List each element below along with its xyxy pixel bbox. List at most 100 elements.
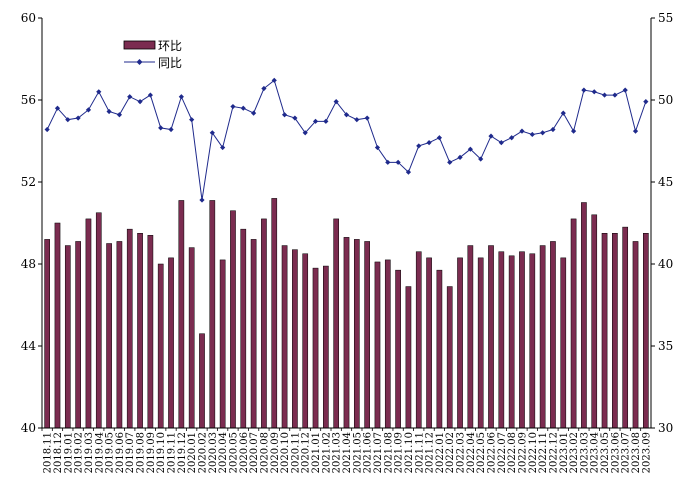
x-tick-label: 2021.07	[373, 432, 384, 473]
x-tick-label: 2021.09	[394, 432, 405, 473]
point-2022.11	[540, 130, 546, 136]
x-tick-label: 2019.04	[94, 432, 105, 473]
x-tick-label: 2021.12	[425, 432, 436, 473]
point-2021.12	[426, 140, 432, 146]
point-2023.05	[601, 92, 608, 98]
x-tick-label: 2021.02	[321, 432, 332, 473]
x-tick-label: 2019.06	[115, 432, 126, 473]
bar-2019.10	[157, 263, 164, 429]
point-2020.11	[292, 115, 298, 121]
bar-2021.06	[364, 241, 370, 429]
x-tick-label: 2019.07	[125, 432, 136, 473]
bar-2019.06	[116, 241, 123, 429]
point-2021.03	[333, 99, 339, 105]
point-2020.01	[189, 117, 195, 123]
bar-2022.09	[519, 251, 525, 429]
point-2022.08	[509, 135, 515, 141]
point-2021.02	[323, 118, 329, 124]
point-2020.07	[251, 110, 257, 116]
x-tick-label: 2020.01	[187, 432, 198, 473]
bar-2022.01	[436, 269, 443, 429]
point-2019.09	[147, 92, 153, 98]
bars-layer	[44, 198, 649, 429]
bar-2020.07	[250, 239, 257, 429]
x-tick-label: 2021.04	[342, 432, 353, 473]
x-tick-label: 2023.06	[610, 432, 621, 473]
legend-line-label: 同比	[158, 56, 182, 70]
left-tick-label: 48	[21, 257, 36, 271]
point-2023.08	[632, 128, 639, 134]
bar-2022.12	[550, 241, 556, 429]
bar-2022.04	[467, 245, 474, 429]
x-tick-label: 2019.08	[136, 432, 147, 473]
bar-2021.01	[312, 267, 319, 429]
x-tick-label: 2023.07	[621, 432, 632, 473]
bar-2021.07	[374, 261, 381, 429]
point-2022.06	[488, 133, 494, 139]
x-tick-label: 2021.06	[363, 432, 374, 473]
x-tick-label: 2018.11	[43, 432, 54, 473]
left-tick-label: 56	[21, 93, 36, 107]
bar-2021.05	[353, 239, 360, 429]
left-tick-label: 60	[21, 11, 36, 25]
x-tick-label: 2023.09	[641, 432, 652, 473]
point-2021.09	[395, 159, 401, 165]
x-tick-label: 2022.04	[466, 432, 477, 473]
point-2019.02	[75, 115, 81, 121]
x-tick-label: 2023.04	[590, 432, 601, 473]
x-tick-label: 2021.08	[383, 432, 394, 473]
x-tick-label: 2020.04	[218, 432, 229, 473]
point-2023.01	[560, 110, 566, 116]
bar-2023.04	[591, 214, 598, 429]
bar-2020.10	[281, 245, 288, 429]
x-tick-label: 2021.10	[404, 432, 415, 473]
point-2018.12	[54, 105, 61, 111]
x-tick-label: 2019.03	[84, 432, 95, 473]
point-2020.06	[240, 105, 246, 111]
x-tick-label: 2022.08	[507, 432, 518, 473]
bar-2020.09	[271, 198, 278, 429]
point-2022.12	[550, 126, 556, 133]
bar-2019.03	[85, 218, 92, 429]
right-tick-label: 50	[658, 93, 673, 107]
bar-2022.11	[539, 245, 546, 429]
bar-2018.12	[54, 222, 61, 429]
x-tick-label: 2023.08	[631, 432, 642, 473]
bar-2021.03	[333, 218, 340, 429]
point-2020.03	[209, 130, 215, 136]
point-2023.07	[622, 87, 628, 93]
x-tick-label: 2019.09	[146, 432, 157, 473]
point-2022.07	[498, 140, 504, 146]
bar-2020.05	[230, 210, 236, 429]
point-2021.05	[354, 117, 360, 123]
point-2021.06	[364, 115, 370, 121]
bar-2023.02	[570, 218, 577, 429]
bar-2021.02	[323, 265, 329, 429]
x-tick-label: 2022.09	[517, 432, 528, 473]
bar-2023.07	[622, 226, 629, 429]
point-2019.01	[65, 117, 71, 123]
point-2020.02	[199, 197, 205, 203]
bar-2019.01	[64, 245, 71, 429]
point-2021.07	[374, 144, 381, 151]
point-2020.08	[261, 85, 267, 92]
axes-layer	[38, 17, 655, 431]
right-tick-label: 30	[658, 421, 673, 435]
x-tick-label: 2018.12	[53, 432, 64, 473]
point-2023.02	[570, 128, 577, 134]
bar-2020.03	[209, 200, 216, 429]
right-tick-labels: 30 35 40 45 50 55	[658, 11, 673, 435]
bar-2020.11	[292, 249, 298, 429]
bar-2021.09	[395, 269, 401, 429]
point-2021.11	[416, 143, 422, 149]
point-2021.10	[405, 169, 412, 175]
x-tick-label: 2019.01	[63, 432, 74, 473]
bar-2022.07	[498, 251, 505, 429]
point-2019.10	[158, 125, 164, 131]
bar-2022.10	[529, 253, 536, 429]
point-2019.06	[116, 112, 123, 118]
bar-2023.03	[581, 202, 587, 429]
bar-2022.05	[477, 257, 484, 429]
